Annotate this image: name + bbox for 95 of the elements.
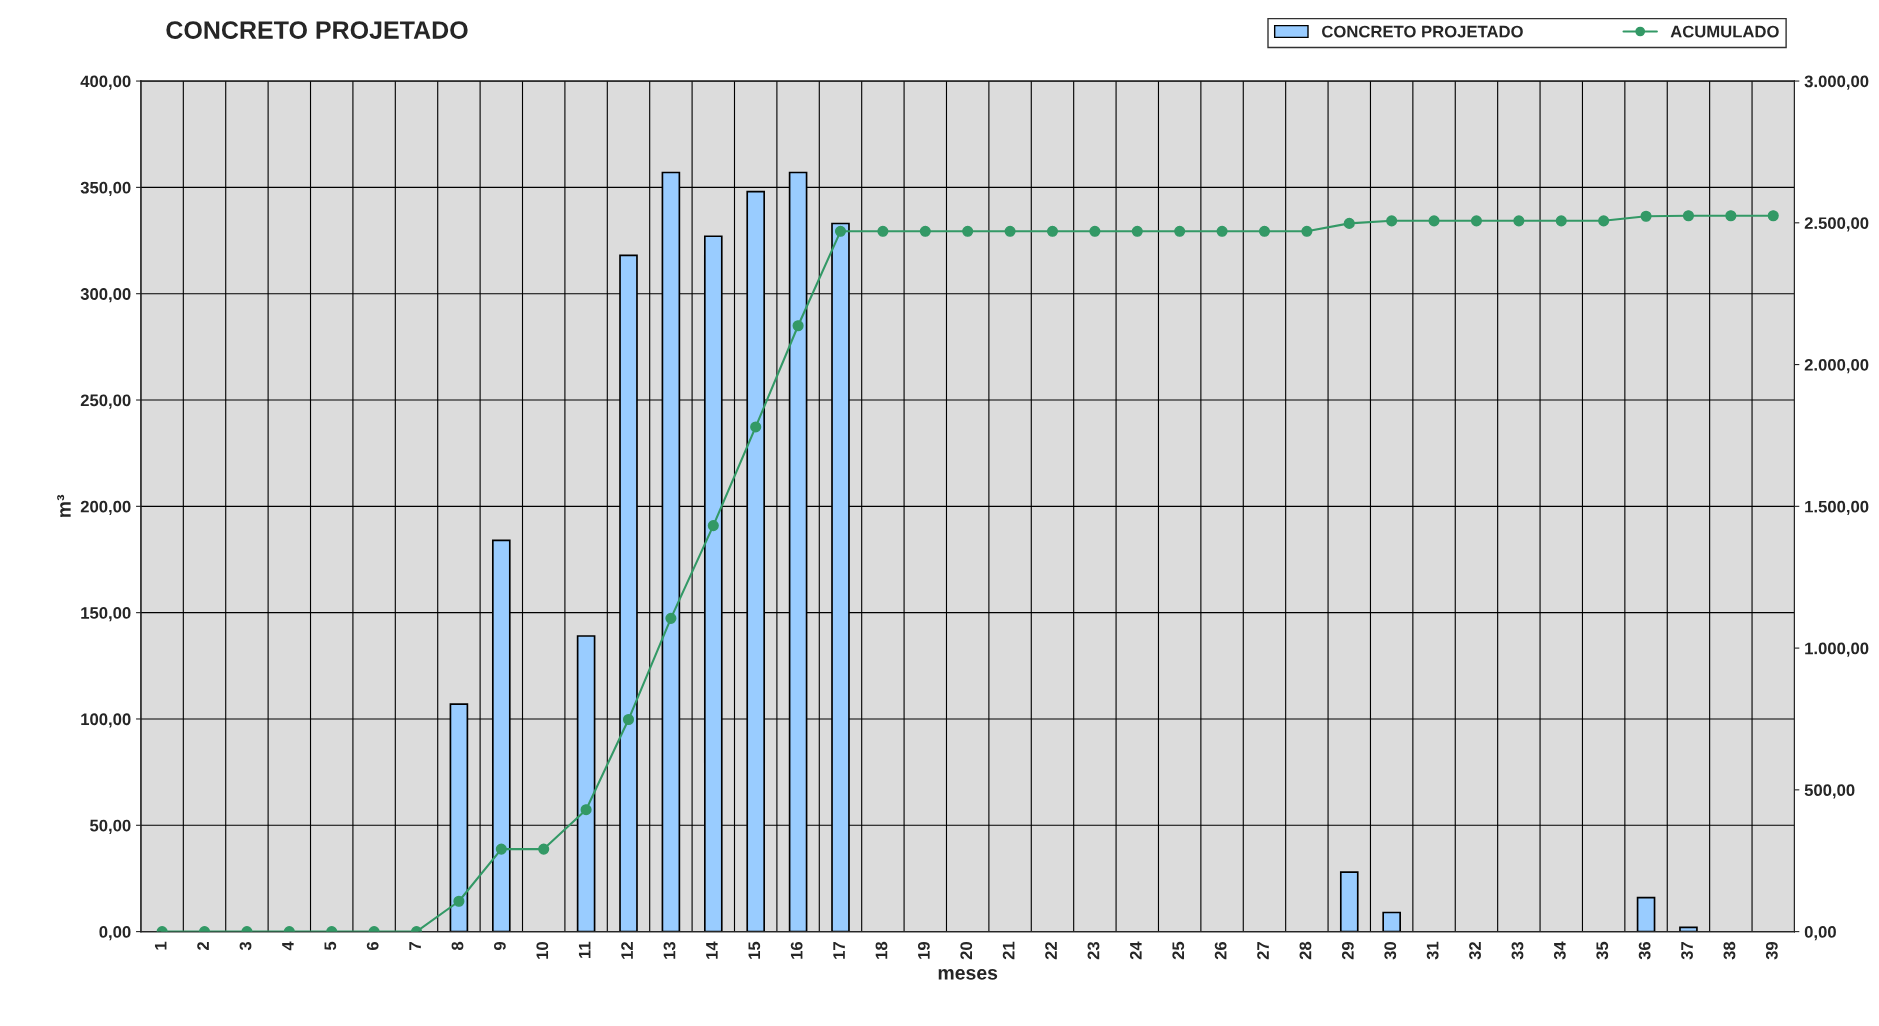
y2-tick-label: 0,00: [1804, 926, 1836, 941]
x-tick-label: 32: [1469, 942, 1481, 960]
x-tick-label: 29: [1341, 941, 1354, 960]
point: [1343, 217, 1355, 229]
point: [1428, 215, 1440, 227]
x-tick-label: 9: [493, 941, 506, 951]
point: [1046, 225, 1059, 237]
x-tick-label: 14: [706, 941, 718, 959]
x-tick-label: 13: [663, 941, 676, 959]
point: [1386, 215, 1398, 227]
y-tick-label: 0,00: [99, 926, 131, 941]
point: [792, 320, 804, 332]
x-tick-label: 33: [1511, 941, 1524, 960]
x-tick-label: 8: [451, 941, 464, 951]
x-tick-label: 27: [1257, 942, 1269, 960]
x-tick-label: 19: [917, 941, 930, 959]
x-tick-label: 17: [833, 942, 845, 959]
x-tick-label: 37: [1681, 942, 1693, 960]
y-tick-label: 100,00: [81, 713, 131, 728]
point: [1216, 225, 1228, 237]
point: [1682, 210, 1695, 222]
y2-tick-label: 2.000,00: [1804, 358, 1869, 374]
y2-tick-label: 2.500,00: [1804, 217, 1869, 232]
y-tick-label: 400,00: [80, 75, 131, 90]
x-tick-label: 5: [324, 941, 337, 951]
point: [1089, 225, 1101, 237]
point: [1640, 210, 1652, 222]
point: [1725, 210, 1737, 222]
x-tick-label: 6: [366, 941, 379, 950]
legend-label: CONCRETO PROJETADO: [1322, 25, 1523, 38]
point: [1598, 215, 1610, 227]
point: [1555, 215, 1567, 227]
x-tick-label: 24: [1129, 941, 1142, 960]
point: [622, 713, 635, 726]
x-tick-label: 23: [1087, 941, 1100, 960]
point: [877, 225, 889, 237]
bar: [1339, 871, 1359, 932]
x-tick-label: 30: [1384, 942, 1397, 960]
point: [1004, 225, 1016, 237]
bar: [1382, 911, 1401, 932]
y2-tick-label: 3.000,00: [1804, 75, 1869, 90]
x-tick-label: 3: [239, 941, 252, 951]
point: [750, 421, 762, 433]
x-tick-label: 25: [1172, 941, 1185, 960]
point: [962, 225, 974, 237]
point: [665, 612, 677, 624]
x-tick-label: 18: [875, 941, 888, 959]
x-tick-label: 21: [1002, 941, 1015, 960]
y-axis-title: m³: [57, 494, 71, 517]
x-tick-label: 20: [960, 942, 973, 960]
y-tick-label: 300,00: [80, 288, 131, 303]
y-tick-label: 350,00: [80, 181, 131, 196]
x-tick-label: 26: [1214, 941, 1227, 960]
point: [1513, 215, 1525, 227]
point: [580, 804, 592, 816]
point: [834, 225, 847, 237]
x-tick-label: 11: [578, 941, 591, 958]
x-tick-label: 36: [1638, 941, 1651, 960]
x-tick-label: 22: [1045, 942, 1057, 960]
x-tick-label: 1: [154, 941, 167, 950]
point: [1470, 215, 1483, 227]
point: [538, 843, 550, 855]
x-tick-label: 34: [1553, 941, 1566, 960]
x-tick-label: 38: [1723, 941, 1736, 960]
x-tick-label: 15: [748, 941, 761, 959]
x-tick-label: 12: [621, 942, 633, 959]
point: [707, 520, 719, 532]
y-tick-label: 150,00: [81, 607, 131, 622]
y2-tick-label: 1.500,00: [1805, 500, 1869, 515]
x-tick-label: 4: [282, 941, 294, 951]
x-tick-label: 10: [536, 942, 549, 959]
y2-tick-label: 500,00: [1804, 784, 1855, 799]
x-tick-label: 2: [197, 942, 209, 951]
point: [919, 225, 931, 237]
y-tick-label: 200,00: [80, 500, 131, 515]
x-axis-title: meses: [938, 969, 998, 980]
point: [1767, 210, 1779, 222]
bar: [1636, 896, 1656, 932]
point: [495, 843, 507, 855]
point: [1258, 225, 1271, 237]
x-tick-label: 28: [1299, 941, 1312, 960]
x-tick-label: 35: [1596, 941, 1609, 960]
x-tick-label: 39: [1765, 941, 1778, 960]
point: [453, 895, 465, 907]
point: [1301, 225, 1313, 237]
y-tick-label: 50,00: [90, 819, 131, 834]
y-tick-label: 250,00: [80, 394, 131, 409]
point: [1174, 225, 1186, 237]
x-tick-label: 31: [1426, 941, 1439, 960]
legend-label: ACUMULADO: [1670, 25, 1779, 38]
chart-title: CONCRETO PROJETADO: [166, 21, 468, 39]
x-tick-label: 16: [790, 941, 803, 959]
y2-tick-label: 1.000,00: [1805, 642, 1869, 657]
x-tick-label: 7: [409, 942, 421, 950]
point: [1131, 225, 1143, 237]
